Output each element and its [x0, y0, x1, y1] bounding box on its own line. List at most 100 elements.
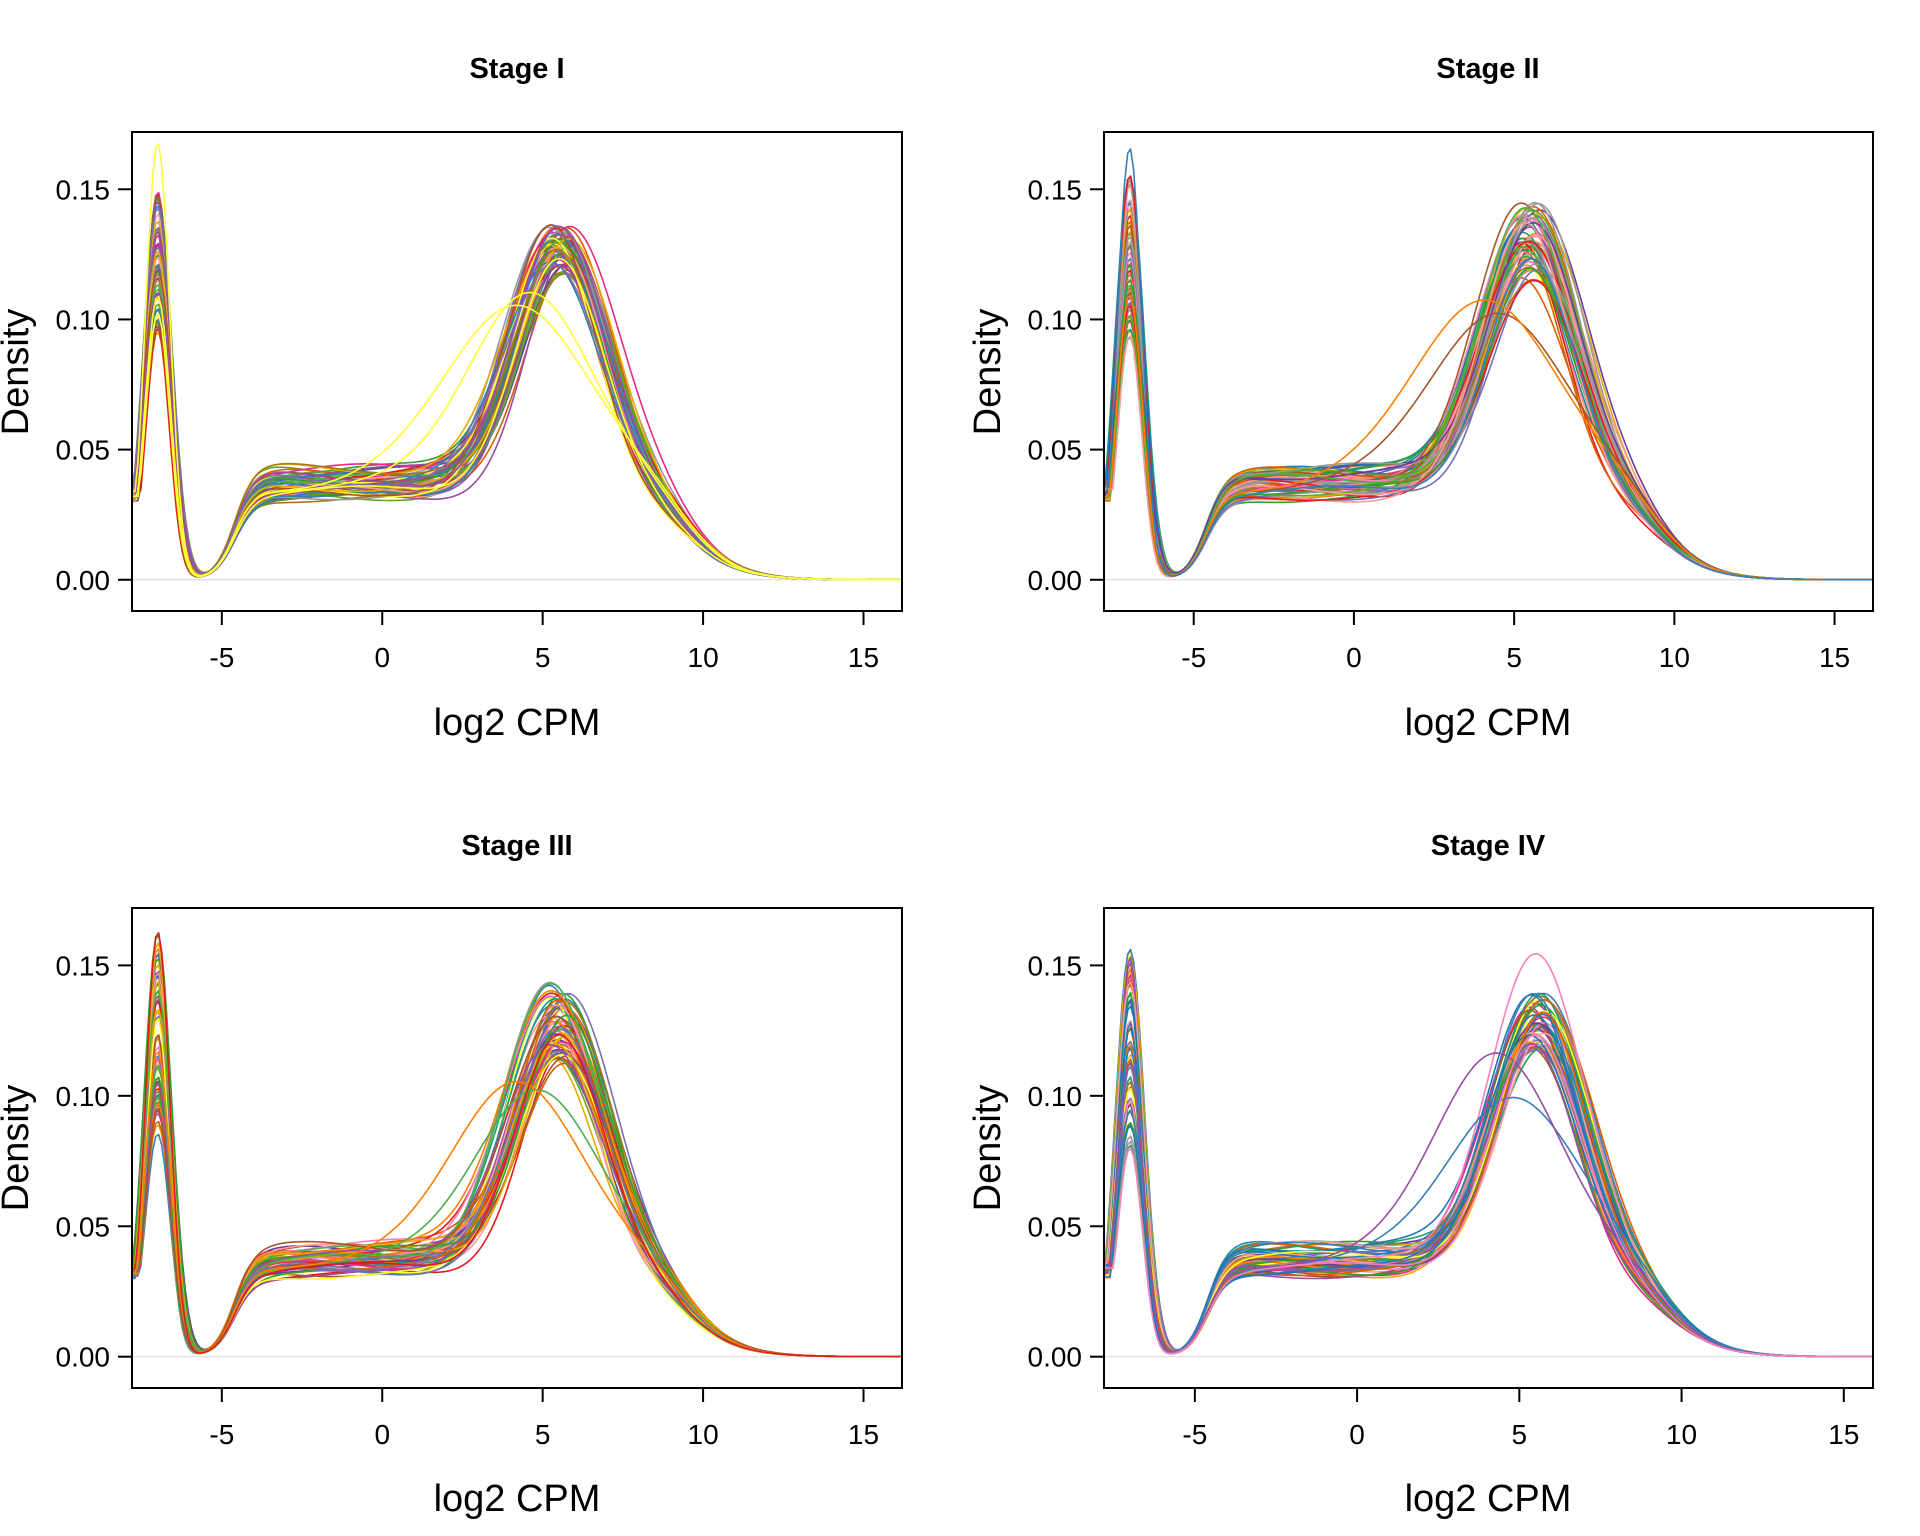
- x-axis-label: log2 CPM: [434, 702, 601, 744]
- density-line-6: [1104, 983, 1873, 1358]
- x-tick-label: -5: [209, 642, 234, 673]
- density-line-31: [1104, 1022, 1873, 1358]
- density-line-28: [1104, 184, 1873, 581]
- density-line-4: [1104, 1022, 1873, 1358]
- density-line-47: [132, 220, 902, 581]
- y-axis-label: Density: [967, 309, 1009, 436]
- density-line-52: [1104, 1047, 1873, 1358]
- x-tick-label: 10: [688, 642, 719, 673]
- density-line-12: [132, 225, 902, 581]
- x-tick-label: -5: [1181, 642, 1206, 673]
- panel-title: Stage II: [1436, 53, 1539, 85]
- y-axis: 0.00 0.05 0.10 0.15: [56, 174, 132, 596]
- plot-frame: [1103, 131, 1874, 612]
- density-line-22: [1104, 974, 1873, 1358]
- density-line-58: [132, 225, 902, 581]
- y-tick-label: 0.10: [1028, 304, 1083, 335]
- density-lines: [1104, 948, 1873, 1358]
- y-tick-label: 0.05: [1028, 435, 1083, 466]
- density-line-12: [1104, 1002, 1873, 1358]
- density-line-59: [132, 226, 902, 581]
- x-tick-label: 5: [535, 642, 551, 673]
- density-line-33: [1104, 1039, 1873, 1358]
- density-line-27: [132, 226, 902, 581]
- density-line-52: [1104, 217, 1873, 581]
- y-axis: 0.00 0.05 0.10 0.15: [56, 950, 132, 1373]
- x-tick-label: 10: [1659, 642, 1690, 673]
- y-tick-label: 0.00: [1028, 565, 1083, 596]
- density-line-3: [132, 213, 902, 581]
- density-line-25: [132, 199, 902, 581]
- density-line-3: [132, 981, 902, 1358]
- plot-frame: [131, 907, 903, 1389]
- density-line-20: [132, 1028, 902, 1358]
- y-tick-label: 0.10: [56, 1081, 111, 1112]
- density-line-37: [132, 964, 902, 1358]
- density-line-34: [132, 224, 902, 581]
- density-line-21: [132, 197, 902, 581]
- density-line-13: [132, 234, 902, 581]
- density-line-26: [1104, 177, 1873, 581]
- y-tick-label: 0.15: [1028, 174, 1083, 205]
- density-line-11: [1104, 221, 1873, 581]
- y-axis-label: Density: [0, 1085, 37, 1212]
- panel-title: Stage IV: [1431, 830, 1546, 862]
- density-line-12: [132, 982, 902, 1358]
- x-tick-label: 5: [535, 1419, 551, 1450]
- density-line-60: [1104, 222, 1873, 581]
- density-line-34: [1104, 1022, 1873, 1358]
- y-tick-label: 0.15: [56, 950, 111, 981]
- density-line-8: [1104, 1022, 1873, 1358]
- density-line-38: [1104, 1032, 1873, 1358]
- density-line-36: [1104, 213, 1873, 581]
- x-tick-label: 5: [1506, 642, 1522, 673]
- y-tick-label: 0.15: [56, 174, 111, 205]
- y-tick-label: 0.00: [56, 565, 111, 596]
- y-axis: 0.00 0.05 0.10 0.15: [1028, 950, 1104, 1373]
- density-line-19: [1104, 1006, 1873, 1358]
- x-tick-label: 10: [1666, 1419, 1697, 1450]
- density-line-42: [132, 981, 902, 1358]
- density-line-41: [1104, 202, 1873, 581]
- density-line-49: [132, 971, 902, 1358]
- x-tick-label: 0: [1349, 1419, 1365, 1450]
- density-line-28: [132, 980, 902, 1358]
- density-line-48: [1104, 992, 1873, 1358]
- density-line-40: [1104, 991, 1873, 1358]
- density-line-21: [1104, 999, 1873, 1358]
- density-line-46: [1104, 981, 1873, 1358]
- density-line-34: [1104, 213, 1873, 581]
- density-lines: [132, 143, 902, 581]
- density-line-54: [1104, 1034, 1873, 1358]
- density-line-27: [1104, 175, 1873, 581]
- density-line-18: [132, 982, 902, 1358]
- density-line-56: [132, 224, 902, 581]
- x-tick-label: 0: [374, 642, 390, 673]
- y-tick-label: 0.10: [1028, 1081, 1083, 1112]
- density-line-19: [132, 225, 902, 581]
- panel-stage-2: Stage II 0.00 0.05 0.10 0.15 -5 0 5 10 15 log2 …: [967, 53, 1874, 744]
- density-line-22: [1104, 183, 1873, 581]
- density-line-30: [1104, 956, 1873, 1358]
- density-line-50: [1104, 1014, 1873, 1358]
- density-line-27: [1104, 973, 1873, 1358]
- x-tick-label: 0: [1346, 642, 1362, 673]
- x-axis-label: log2 CPM: [434, 1478, 601, 1520]
- density-line-1: [1104, 214, 1873, 581]
- y-axis-label: Density: [0, 309, 37, 436]
- density-line-35: [1104, 202, 1873, 581]
- density-line-14: [1104, 200, 1873, 581]
- x-tick-label: 5: [1512, 1419, 1528, 1450]
- x-tick-label: 0: [374, 1419, 390, 1450]
- density-line-57: [1104, 222, 1873, 581]
- y-tick-label: 0.00: [56, 1342, 111, 1373]
- panel-title: Stage I: [469, 53, 564, 85]
- density-line-2: [1104, 1032, 1873, 1358]
- y-tick-label: 0.10: [56, 304, 111, 335]
- density-line-13: [1104, 1005, 1873, 1358]
- y-tick-label: 0.05: [56, 435, 111, 466]
- density-line-45: [1104, 199, 1873, 581]
- density-line-44: [1104, 998, 1873, 1358]
- density-line-5: [1104, 221, 1873, 581]
